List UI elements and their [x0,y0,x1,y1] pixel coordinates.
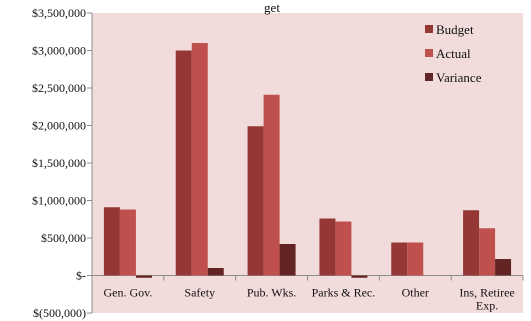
category-labels: Gen. Gov. Safety Pub. Wks. Parks & Rec. Othe… [103,286,514,313]
category-label: Other [402,286,429,300]
y-tick-label: $1,000,000 [32,194,86,208]
bar-budget-0 [103,207,120,276]
y-tick-label: $(500,000) [33,306,86,320]
bar-actual-4 [407,242,424,276]
bar-variance-3 [351,275,368,278]
bar-actual-0 [119,209,136,276]
bars-layer [103,43,512,278]
legend-label-budget: Budget [436,22,474,37]
bar-variance-2 [279,244,296,276]
category-label: Ins, Retiree [459,286,514,300]
bar-variance-1 [207,268,224,276]
bar-actual-2 [263,94,280,276]
category-label: Pub. Wks. [247,286,296,300]
axis-layer: $3,500,000 $3,000,000 $2,500,000 $2,000,000… [32,6,524,320]
bar-actual-1 [191,43,208,276]
y-tick-label: $500,000 [41,231,86,245]
legend-swatch-actual [425,49,433,57]
category-label: Safety [184,286,215,300]
y-tick-label: $3,500,000 [32,6,86,20]
bar-budget-4 [391,242,408,276]
bar-budget-3 [319,218,336,276]
y-tick-label: $- [76,269,86,283]
legend-swatch-variance [425,73,433,81]
bar-budget-1 [175,50,192,276]
y-tick-label: $1,500,000 [32,156,86,170]
bar-actual-3 [335,221,352,276]
legend-label-actual: Actual [436,46,471,61]
legend-swatch-budget [425,25,433,33]
category-label: Gen. Gov. [103,286,152,300]
legend-label-variance: Variance [436,70,482,85]
bar-variance-0 [135,275,152,278]
category-label: Parks & Rec. [312,286,376,300]
bar-budget-2 [247,126,264,276]
y-tick-label: $2,500,000 [32,81,86,95]
legend: Budget Actual Variance [425,22,482,85]
bar-variance-5 [495,259,512,276]
bar-budget-5 [463,210,480,276]
y-tick-label: $3,000,000 [32,44,86,58]
plot-area [92,13,523,313]
y-tick-label: $2,000,000 [32,119,86,133]
bar-actual-5 [479,228,496,276]
chart-title-fragment: get [264,0,280,15]
category-label: Exp. [476,299,498,313]
